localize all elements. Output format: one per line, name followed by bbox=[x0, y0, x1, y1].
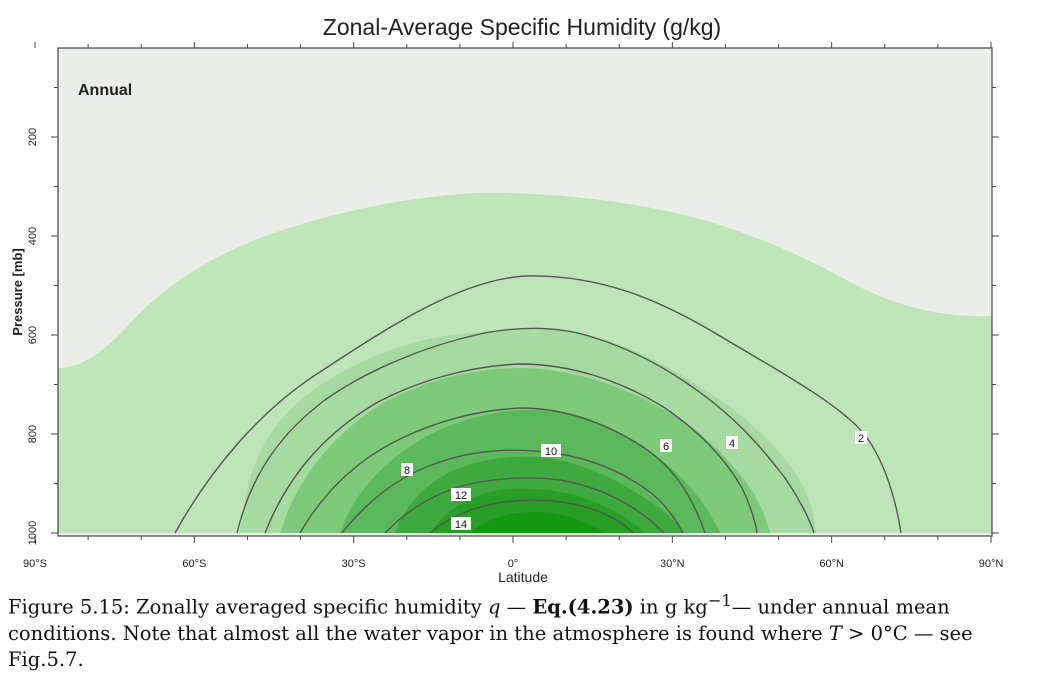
contour-label-bg bbox=[726, 436, 738, 449]
contour-label-8: 8 bbox=[404, 465, 410, 477]
caption-dash-2: — under annual mean conditions. Note tha… bbox=[8, 595, 950, 645]
contour-line-14 bbox=[429, 499, 634, 534]
contour-label-bg bbox=[660, 439, 672, 452]
caption-T: T bbox=[828, 621, 842, 645]
contour-label-bg bbox=[401, 463, 413, 476]
y-tick-label: 1000 bbox=[27, 521, 39, 545]
contour-label-2: 2 bbox=[858, 433, 864, 445]
plot-frame bbox=[57, 47, 993, 537]
caption-text-1: Zonally averaged specific humidity bbox=[129, 595, 488, 619]
contour-fills bbox=[58, 48, 992, 536]
contour-line-4 bbox=[236, 327, 815, 534]
x-tick-label: 60°S bbox=[182, 558, 206, 570]
fill-above-14 bbox=[470, 511, 605, 533]
x-tick-label: 30°N bbox=[660, 558, 685, 570]
x-tick-label: 0° bbox=[508, 558, 519, 570]
y-tick-label: 800 bbox=[27, 425, 39, 443]
y-tick-label: 200 bbox=[27, 128, 39, 146]
y-tick-label: 400 bbox=[27, 227, 39, 245]
contour-label-bg bbox=[451, 488, 471, 501]
chart-title: Zonal-Average Specific Humidity (g/kg) bbox=[322, 14, 722, 40]
contour-line-6 bbox=[264, 363, 758, 534]
panel-label: Annual bbox=[78, 82, 132, 99]
contour-label-6: 6 bbox=[663, 441, 669, 453]
contour-label-14: 14 bbox=[455, 519, 467, 531]
x-tick-label: 90°S bbox=[23, 558, 47, 570]
contour-label-12: 12 bbox=[455, 490, 467, 502]
contour-labels: 2 4 6 8 10 12 14 bbox=[401, 431, 867, 531]
contour-label-10: 10 bbox=[545, 446, 557, 458]
contour-line-12 bbox=[384, 477, 665, 534]
x-tick-label: 60°N bbox=[819, 558, 844, 570]
contour-label-4: 4 bbox=[729, 438, 735, 450]
contour-label-bg bbox=[451, 517, 471, 530]
caption-units-exp: −1 bbox=[707, 591, 732, 610]
figure-label: Figure 5.15: bbox=[8, 595, 130, 619]
contour-plot: 90°S 60°S 30°S 0° 30°N 60°N 90°N 200 400 600 800 10… bbox=[10, 42, 1003, 585]
caption-eq-ref: Eq.(4.23) bbox=[532, 595, 634, 619]
caption-dash-1: — bbox=[500, 595, 533, 619]
contour-label-bg bbox=[855, 431, 867, 444]
caption-cond: > 0°C bbox=[841, 621, 908, 645]
contour-line-8 bbox=[299, 407, 706, 534]
contour-line-10 bbox=[341, 449, 684, 534]
y-axis-label: Pressure [mb] bbox=[10, 248, 25, 335]
x-tick-label: 90°N bbox=[979, 558, 1004, 570]
caption-text-2: in bbox=[633, 595, 665, 619]
caption-q: q bbox=[487, 595, 501, 619]
fill-12-14 bbox=[430, 488, 645, 533]
figure-caption: Figure 5.15: Zonally averaged specific h… bbox=[8, 588, 1038, 673]
contour-label-bg bbox=[541, 444, 561, 457]
x-axis-label: Latitude bbox=[498, 569, 548, 585]
caption-text-3: — see Fig.5.7. bbox=[8, 621, 973, 671]
caption-units: g kg bbox=[664, 595, 708, 619]
x-tick-label: 30°S bbox=[342, 558, 366, 570]
y-tick-label: 600 bbox=[27, 326, 39, 344]
axis-ticks: 90°S 60°S 30°S 0° 30°N 60°N 90°N 200 400 600 800 10… bbox=[23, 42, 1003, 570]
